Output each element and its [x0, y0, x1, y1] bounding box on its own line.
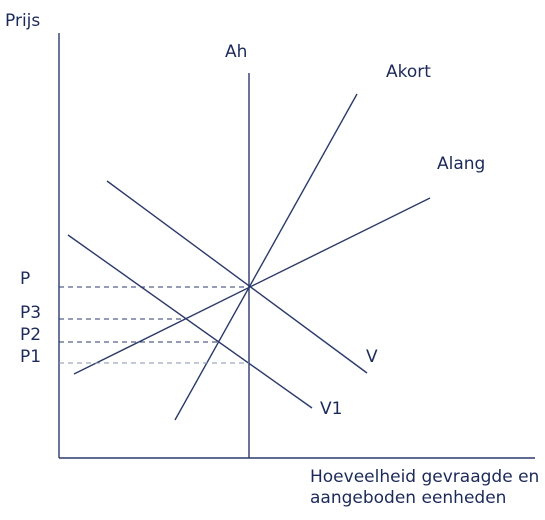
x-axis-label-line2: aangeboden eenheden	[310, 488, 506, 508]
p2-label: P2	[20, 325, 41, 345]
p3-label: P3	[20, 303, 41, 323]
v1-label: V1	[320, 399, 342, 419]
p1-label: P1	[20, 347, 41, 367]
v-label: V	[366, 347, 378, 367]
akort-label: Akort	[386, 62, 431, 82]
v1-line	[67, 234, 313, 409]
ah-label: Ah	[225, 42, 247, 62]
x-axis-label-line1: Hoeveelheid gevraagde en	[310, 467, 539, 487]
alang-label: Alang	[437, 154, 485, 174]
p-label: P	[20, 269, 30, 289]
v-line	[106, 180, 368, 374]
y-axis-label: Prijs	[5, 11, 40, 31]
akort-line	[174, 93, 358, 421]
alang-line	[73, 197, 431, 375]
